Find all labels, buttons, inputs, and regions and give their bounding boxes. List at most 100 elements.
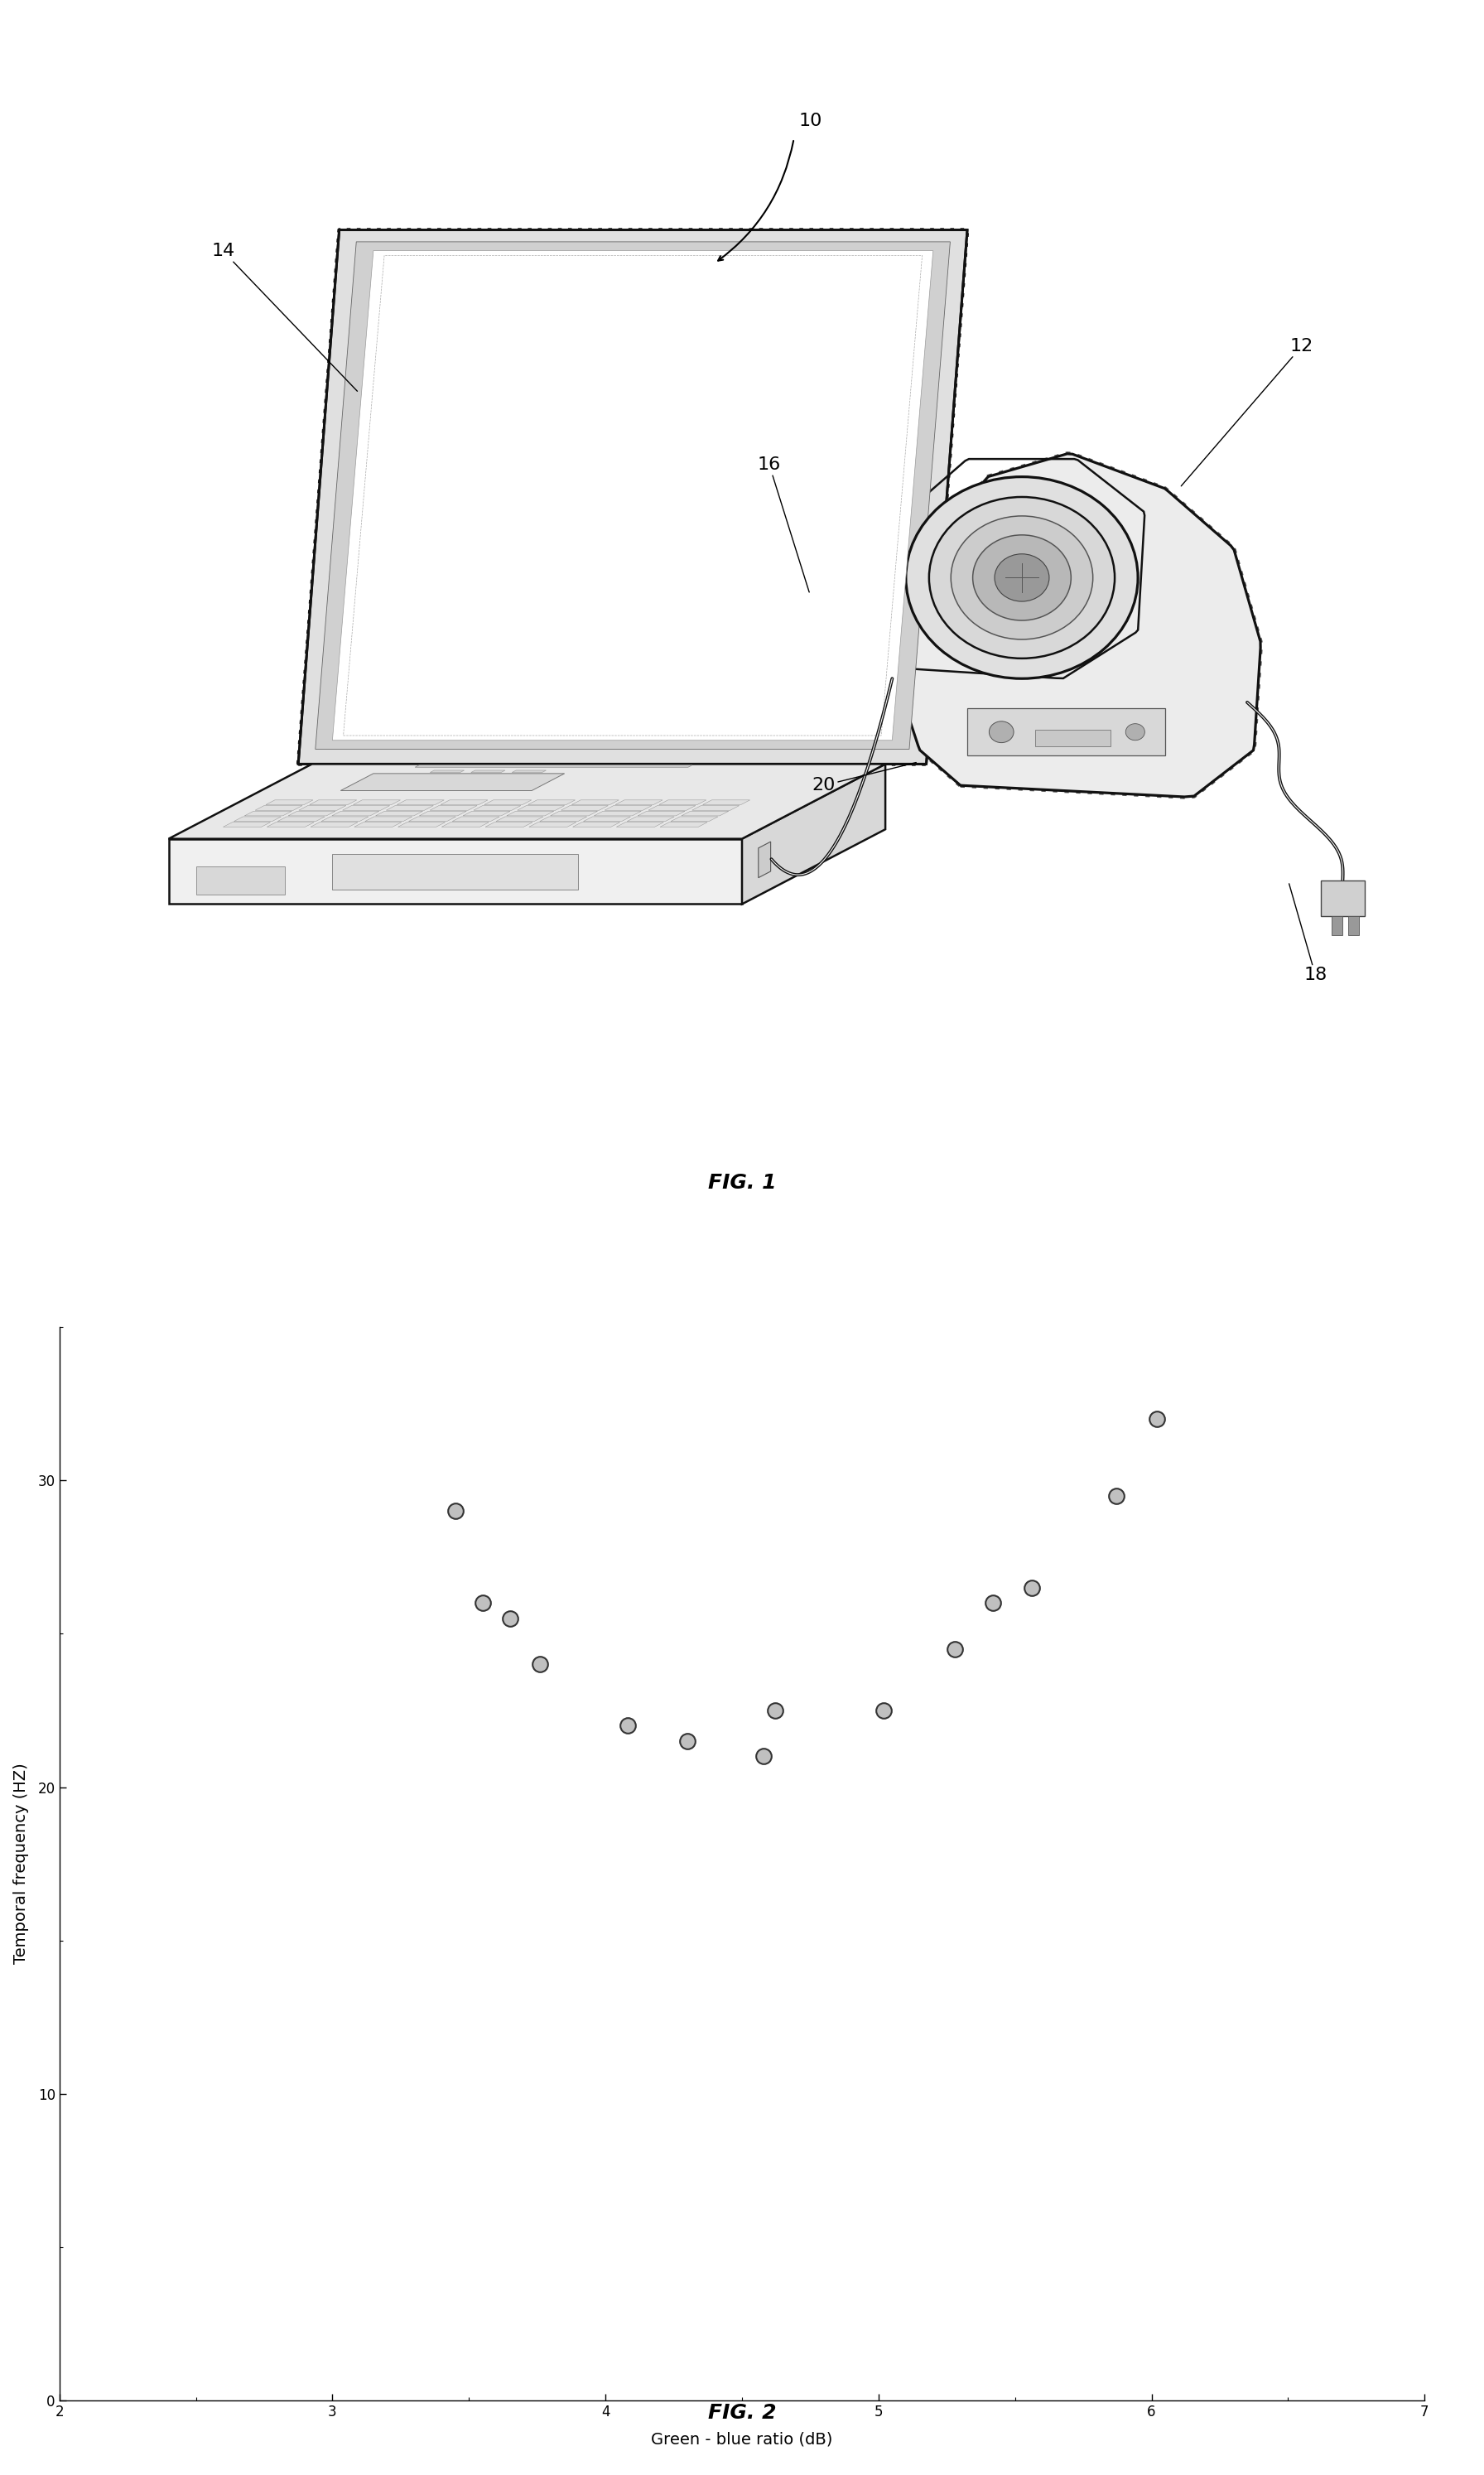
Text: 20: 20 bbox=[812, 762, 916, 794]
Point bbox=[981, 1584, 1005, 1624]
Polygon shape bbox=[659, 799, 706, 804]
Polygon shape bbox=[485, 822, 533, 827]
Point bbox=[1146, 1398, 1169, 1438]
Polygon shape bbox=[441, 799, 488, 804]
Polygon shape bbox=[583, 817, 631, 822]
Polygon shape bbox=[518, 804, 564, 809]
Y-axis label: Temporal frequency (HZ): Temporal frequency (HZ) bbox=[13, 1762, 28, 1965]
Polygon shape bbox=[408, 817, 456, 822]
Point bbox=[528, 1643, 552, 1683]
Point bbox=[763, 1690, 787, 1730]
Point bbox=[616, 1705, 640, 1745]
Polygon shape bbox=[386, 804, 433, 809]
Polygon shape bbox=[473, 804, 521, 809]
Point bbox=[444, 1490, 467, 1530]
Bar bbox=[1036, 730, 1110, 747]
Polygon shape bbox=[267, 822, 315, 827]
Polygon shape bbox=[398, 822, 445, 827]
Polygon shape bbox=[571, 799, 619, 804]
Text: FIG. 1: FIG. 1 bbox=[708, 1173, 776, 1193]
Polygon shape bbox=[968, 708, 1165, 755]
Point bbox=[675, 1720, 699, 1760]
Polygon shape bbox=[703, 799, 749, 804]
Polygon shape bbox=[463, 812, 510, 817]
Polygon shape bbox=[681, 812, 729, 817]
Point bbox=[944, 1629, 968, 1668]
Polygon shape bbox=[298, 230, 968, 765]
Circle shape bbox=[990, 720, 1014, 742]
Polygon shape bbox=[234, 817, 280, 822]
Circle shape bbox=[929, 497, 1114, 658]
Polygon shape bbox=[594, 812, 641, 817]
Circle shape bbox=[1126, 723, 1144, 740]
Polygon shape bbox=[288, 812, 335, 817]
Circle shape bbox=[994, 554, 1049, 601]
Point bbox=[1020, 1567, 1043, 1606]
Polygon shape bbox=[298, 804, 346, 809]
Point bbox=[499, 1599, 522, 1638]
Polygon shape bbox=[255, 804, 303, 809]
Text: 12: 12 bbox=[1181, 339, 1313, 485]
Polygon shape bbox=[332, 812, 378, 817]
Circle shape bbox=[905, 478, 1138, 678]
Bar bbox=[1321, 881, 1365, 916]
Polygon shape bbox=[375, 812, 423, 817]
Polygon shape bbox=[223, 822, 270, 827]
Polygon shape bbox=[496, 817, 543, 822]
Point bbox=[1104, 1475, 1128, 1515]
Polygon shape bbox=[420, 812, 466, 817]
Polygon shape bbox=[196, 866, 285, 893]
Text: 18: 18 bbox=[1290, 884, 1327, 983]
Text: 14: 14 bbox=[212, 243, 358, 391]
Point bbox=[470, 1584, 494, 1624]
Bar bbox=[1331, 916, 1343, 936]
Polygon shape bbox=[484, 799, 531, 804]
Polygon shape bbox=[430, 804, 478, 809]
Polygon shape bbox=[453, 817, 500, 822]
Polygon shape bbox=[310, 822, 358, 827]
Text: FIG. 2: FIG. 2 bbox=[708, 2403, 776, 2423]
Polygon shape bbox=[365, 817, 413, 822]
Polygon shape bbox=[758, 842, 770, 879]
Polygon shape bbox=[332, 854, 579, 891]
Polygon shape bbox=[551, 812, 598, 817]
Polygon shape bbox=[604, 804, 651, 809]
Polygon shape bbox=[540, 817, 586, 822]
Polygon shape bbox=[692, 804, 739, 809]
Polygon shape bbox=[169, 839, 742, 903]
Polygon shape bbox=[278, 817, 325, 822]
Bar bbox=[1347, 916, 1359, 936]
Polygon shape bbox=[742, 765, 886, 903]
Polygon shape bbox=[528, 822, 576, 827]
Polygon shape bbox=[316, 243, 950, 750]
Polygon shape bbox=[310, 799, 356, 804]
Polygon shape bbox=[343, 804, 390, 809]
Polygon shape bbox=[671, 817, 718, 822]
Polygon shape bbox=[528, 799, 576, 804]
Text: 16: 16 bbox=[758, 458, 809, 592]
Polygon shape bbox=[396, 799, 444, 804]
Polygon shape bbox=[353, 799, 401, 804]
Point bbox=[752, 1737, 776, 1777]
Polygon shape bbox=[660, 822, 708, 827]
Polygon shape bbox=[638, 812, 686, 817]
Polygon shape bbox=[355, 822, 402, 827]
Polygon shape bbox=[506, 812, 554, 817]
Point bbox=[873, 1690, 896, 1730]
Polygon shape bbox=[442, 822, 488, 827]
Polygon shape bbox=[245, 812, 292, 817]
Circle shape bbox=[951, 515, 1092, 639]
X-axis label: Green - blue ratio (dB): Green - blue ratio (dB) bbox=[651, 2430, 833, 2448]
Polygon shape bbox=[628, 817, 674, 822]
Polygon shape bbox=[616, 822, 663, 827]
Polygon shape bbox=[649, 804, 696, 809]
Polygon shape bbox=[616, 799, 662, 804]
Polygon shape bbox=[573, 822, 620, 827]
Polygon shape bbox=[561, 804, 608, 809]
Polygon shape bbox=[892, 453, 1260, 797]
Polygon shape bbox=[266, 799, 313, 804]
Polygon shape bbox=[332, 250, 933, 740]
Polygon shape bbox=[321, 817, 368, 822]
Text: 10: 10 bbox=[798, 111, 822, 129]
Polygon shape bbox=[169, 765, 886, 839]
